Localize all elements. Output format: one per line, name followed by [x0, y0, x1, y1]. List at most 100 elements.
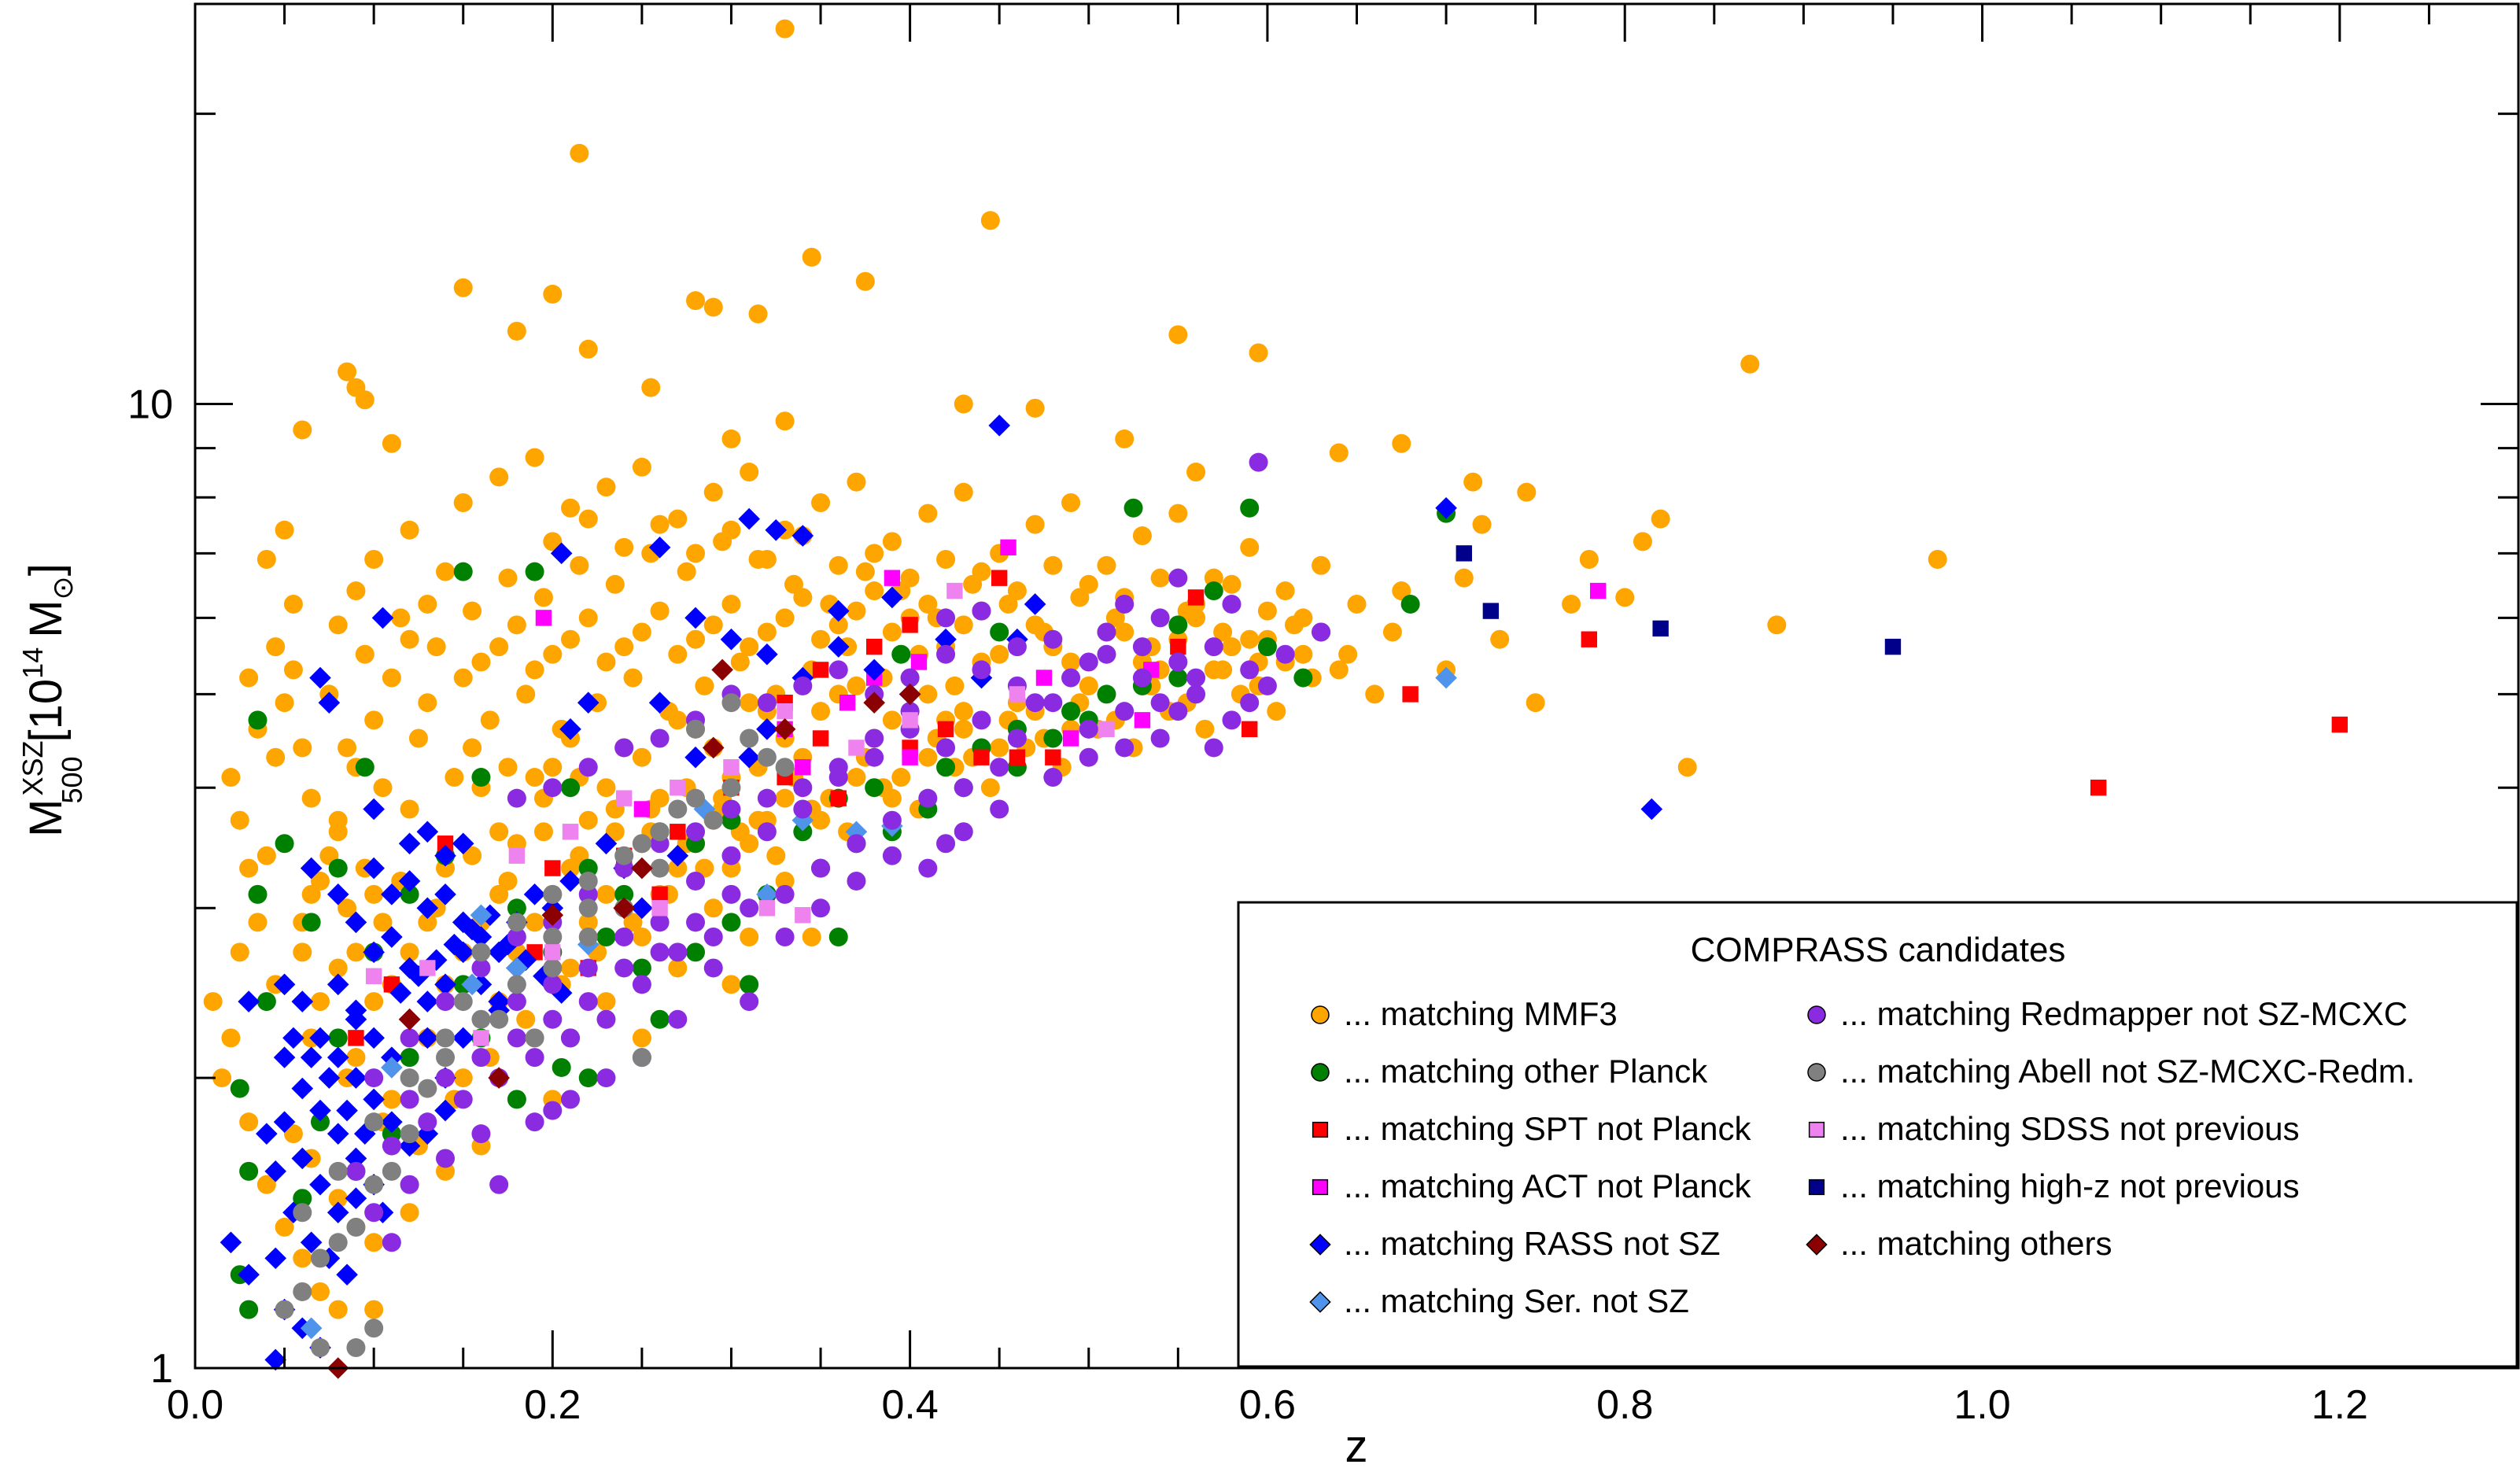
data-point	[1257, 637, 1277, 657]
data-point	[507, 898, 526, 918]
data-point	[1267, 702, 1286, 721]
data-point	[847, 834, 866, 854]
data-point	[1035, 669, 1053, 686]
y-tick-label: 10	[127, 382, 173, 428]
data-point	[936, 608, 956, 628]
legend-item: ... matching Abell not SZ-MCXC-Redm.	[1807, 1053, 2415, 1090]
data-point	[684, 746, 707, 769]
data-point	[525, 1028, 544, 1048]
data-point	[738, 746, 760, 769]
data-point	[1043, 555, 1063, 575]
data-point	[471, 958, 491, 978]
data-point	[400, 629, 419, 649]
data-point	[336, 1099, 358, 1122]
data-point	[882, 710, 902, 730]
data-point	[666, 844, 689, 867]
data-point	[471, 1124, 491, 1144]
data-point	[543, 958, 563, 978]
data-point	[293, 1249, 312, 1268]
data-point	[998, 594, 1018, 614]
data-point	[632, 975, 651, 994]
y-axis-title-unit-close: ]	[20, 563, 72, 576]
data-point	[936, 644, 956, 664]
data-point	[275, 834, 294, 854]
data-point	[523, 883, 546, 906]
data-point	[980, 778, 1000, 798]
data-point	[418, 913, 437, 932]
legend-marker	[1311, 1063, 1330, 1082]
data-point	[668, 942, 688, 962]
data-point	[578, 608, 598, 628]
data-point	[327, 883, 349, 906]
data-point	[507, 913, 526, 932]
data-point	[1115, 702, 1135, 721]
data-point	[605, 822, 625, 842]
data-point	[364, 710, 384, 730]
data-point	[471, 768, 491, 787]
data-point	[578, 339, 598, 359]
data-point	[1204, 637, 1223, 657]
data-point	[507, 992, 526, 1012]
y-axis-title-unit-symbol: ⊙	[46, 576, 79, 599]
data-point	[721, 594, 741, 614]
data-point	[355, 644, 374, 664]
data-point	[651, 886, 668, 903]
data-point	[328, 1300, 348, 1319]
data-point	[740, 463, 759, 482]
data-point	[632, 622, 651, 642]
data-point	[757, 747, 777, 767]
data-point	[865, 581, 884, 601]
data-point	[614, 846, 634, 865]
data-point	[1115, 429, 1135, 448]
data-point	[1767, 615, 1787, 635]
data-point	[282, 1027, 304, 1049]
data-point	[775, 928, 795, 947]
data-point	[720, 628, 743, 651]
data-point	[338, 362, 357, 382]
data-point	[221, 1028, 241, 1048]
data-point	[973, 749, 990, 765]
data-point	[748, 304, 768, 324]
data-point	[561, 1028, 581, 1048]
data-point	[578, 509, 598, 529]
data-point	[650, 822, 670, 842]
data-point	[561, 629, 581, 649]
data-point	[507, 975, 526, 994]
data-point	[239, 858, 259, 878]
data-point	[578, 898, 598, 918]
data-point	[346, 1048, 366, 1068]
data-point	[327, 1123, 349, 1145]
data-point	[283, 594, 303, 614]
data-point	[507, 788, 526, 808]
data-point	[936, 738, 956, 758]
data-point	[811, 629, 831, 649]
data-point	[1097, 555, 1116, 575]
data-point	[882, 846, 902, 865]
data-point	[436, 562, 456, 581]
data-point	[364, 1112, 384, 1132]
data-point	[238, 990, 260, 1012]
data-point	[614, 537, 634, 557]
data-point	[918, 788, 938, 808]
data-point	[954, 719, 973, 739]
data-point	[1132, 526, 1152, 546]
data-point	[2090, 779, 2107, 796]
data-point	[507, 1028, 526, 1048]
data-point	[686, 822, 706, 842]
legend-marker	[1807, 1063, 1826, 1082]
data-point	[686, 719, 706, 739]
legend-marker	[1806, 1234, 1828, 1256]
data-point	[256, 1175, 276, 1194]
data-point	[648, 692, 671, 714]
data-point	[954, 822, 973, 842]
data-point	[264, 1348, 287, 1371]
data-point	[345, 999, 367, 1022]
data-point	[445, 768, 464, 787]
data-point	[605, 574, 625, 594]
data-point	[811, 492, 831, 512]
data-point	[336, 1263, 358, 1286]
data-point	[775, 608, 795, 628]
data-point	[552, 1057, 571, 1077]
data-point	[757, 822, 777, 842]
x-tick-label: 0.8	[1596, 1382, 1653, 1428]
